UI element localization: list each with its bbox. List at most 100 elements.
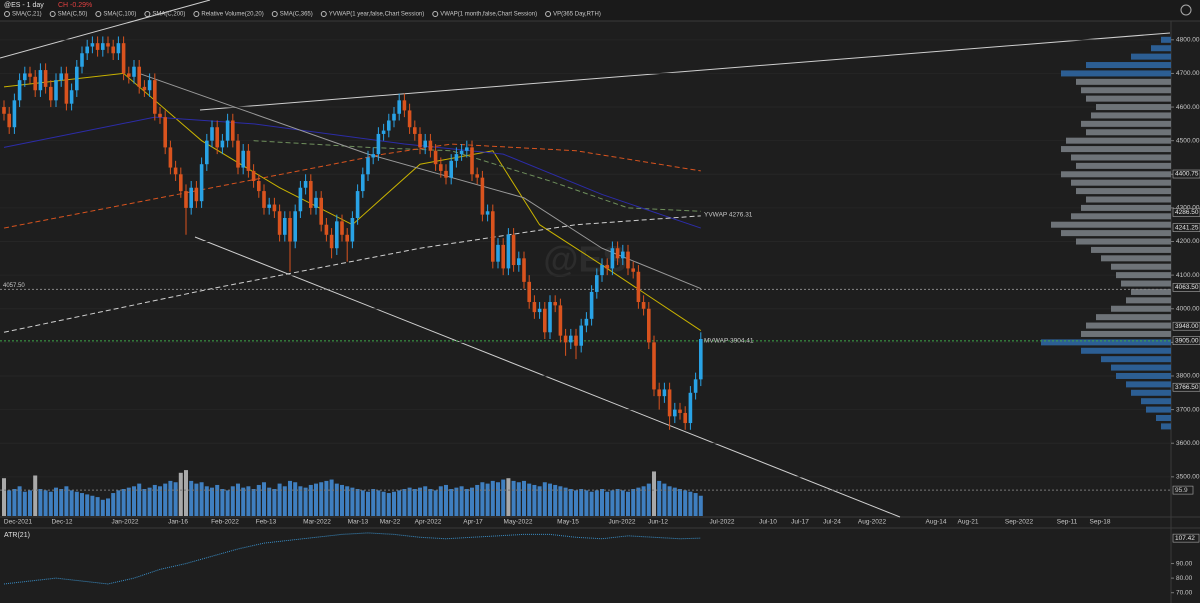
volume-bar — [454, 487, 459, 516]
volume-marker-label: 95.9 — [1175, 487, 1188, 494]
volume-profile-bar — [1061, 230, 1171, 237]
indicator-icon[interactable] — [49, 11, 56, 17]
x-tick-label: May-2022 — [504, 519, 533, 526]
header-bar — [0, 0, 1200, 21]
indicator-icon[interactable] — [95, 11, 102, 17]
candle-body — [605, 265, 609, 269]
candle-body — [641, 302, 646, 309]
candle-body — [387, 120, 391, 131]
volume-bar — [74, 491, 79, 516]
volume-profile-bar — [1076, 78, 1171, 85]
volume-bar — [688, 491, 693, 516]
candle-body — [636, 271, 641, 303]
indicator-icon[interactable] — [545, 11, 552, 17]
atr-marker — [1172, 533, 1200, 543]
candle-body — [241, 150, 245, 168]
indicator-icon[interactable] — [193, 11, 200, 17]
volume-bar — [277, 483, 282, 516]
trendline — [194, 236, 901, 518]
volume-profile-bar — [1096, 104, 1171, 111]
indicator-icon[interactable] — [320, 11, 327, 17]
price-marker-label: 4286.50 — [1175, 209, 1199, 216]
y-tick-label: 4300.00 — [1176, 205, 1200, 212]
candle-body — [532, 302, 537, 313]
volume-bar — [246, 486, 251, 516]
volume-bar — [459, 486, 464, 516]
volume-profile-bar — [1101, 255, 1171, 262]
indicator-label: SMA(C,200) — [152, 12, 185, 18]
volume-bar — [314, 483, 318, 516]
indicator-icon[interactable] — [432, 11, 439, 17]
indicator-icon[interactable] — [4, 11, 10, 17]
volume-bar — [48, 491, 53, 516]
volume-bar — [17, 486, 22, 516]
volume-bar — [54, 487, 58, 516]
volume-bar — [121, 489, 126, 516]
candle-body — [589, 291, 594, 319]
candle-body — [667, 389, 672, 417]
volume-profile-bar — [1081, 330, 1171, 337]
candle-body — [626, 251, 630, 269]
candle-body — [267, 204, 271, 208]
volume-profile-bar — [1121, 280, 1171, 287]
volume-profile-bar — [1161, 423, 1171, 430]
candle-body — [584, 318, 589, 326]
atr-tick-label: 80.00 — [1176, 575, 1193, 582]
x-tick-label: Dec-2021 — [4, 519, 33, 526]
volume-bar — [652, 471, 656, 516]
volume-bar — [371, 489, 376, 516]
volume-profile-bar — [1116, 272, 1171, 279]
x-tick-label: Apr-2022 — [415, 519, 442, 526]
volume-bar — [532, 484, 537, 516]
volume-profile-bar — [1086, 196, 1171, 203]
volume-bar — [620, 490, 625, 516]
candle-body — [298, 187, 303, 212]
candle-body — [205, 140, 209, 165]
volume-bar — [485, 483, 490, 516]
volume-bar — [163, 483, 168, 516]
candle-body — [699, 339, 703, 380]
candle-body — [527, 281, 531, 303]
candle-body — [80, 53, 84, 67]
volume-bar — [626, 491, 630, 516]
volume-bar — [132, 486, 136, 516]
volume-bar — [90, 495, 95, 516]
candle-body — [210, 127, 214, 141]
candle-body — [673, 409, 677, 417]
overlay-line — [253, 140, 701, 212]
volume-bar — [282, 486, 287, 516]
x-tick-label: Mar-22 — [380, 519, 401, 526]
candle-body — [7, 113, 11, 128]
candle-body — [231, 120, 235, 141]
settings-icon[interactable] — [1180, 4, 1192, 16]
candle-body — [574, 335, 578, 346]
volume-bar — [194, 483, 199, 516]
indicator-icon[interactable] — [271, 11, 278, 17]
volume-bar — [423, 486, 428, 516]
candle-body — [350, 217, 355, 242]
volume-bar — [95, 497, 100, 516]
volume-bar — [59, 489, 64, 516]
candle-body — [439, 164, 443, 171]
volume-bar — [215, 484, 220, 516]
volume-profile-bar — [1081, 204, 1171, 211]
price-marker — [1172, 336, 1200, 345]
volume-bar — [116, 490, 121, 516]
candle-body — [569, 335, 573, 343]
volume-bar — [199, 482, 204, 516]
volume-bar — [438, 486, 443, 516]
volume-bar — [22, 491, 27, 516]
candle-body — [600, 265, 604, 276]
candle-body — [517, 258, 521, 266]
candle-body — [33, 76, 37, 91]
volume-profile-bar — [1051, 221, 1171, 228]
indicator-icon[interactable] — [144, 11, 151, 17]
candle-body — [272, 204, 277, 212]
candle-body — [693, 379, 698, 393]
volume-bar — [522, 480, 526, 516]
volume-bar — [236, 483, 240, 516]
volume-bar — [548, 483, 552, 516]
candle-body — [470, 147, 474, 175]
volume-profile-bar — [1096, 314, 1171, 321]
volume-profile-bar — [1071, 154, 1171, 161]
